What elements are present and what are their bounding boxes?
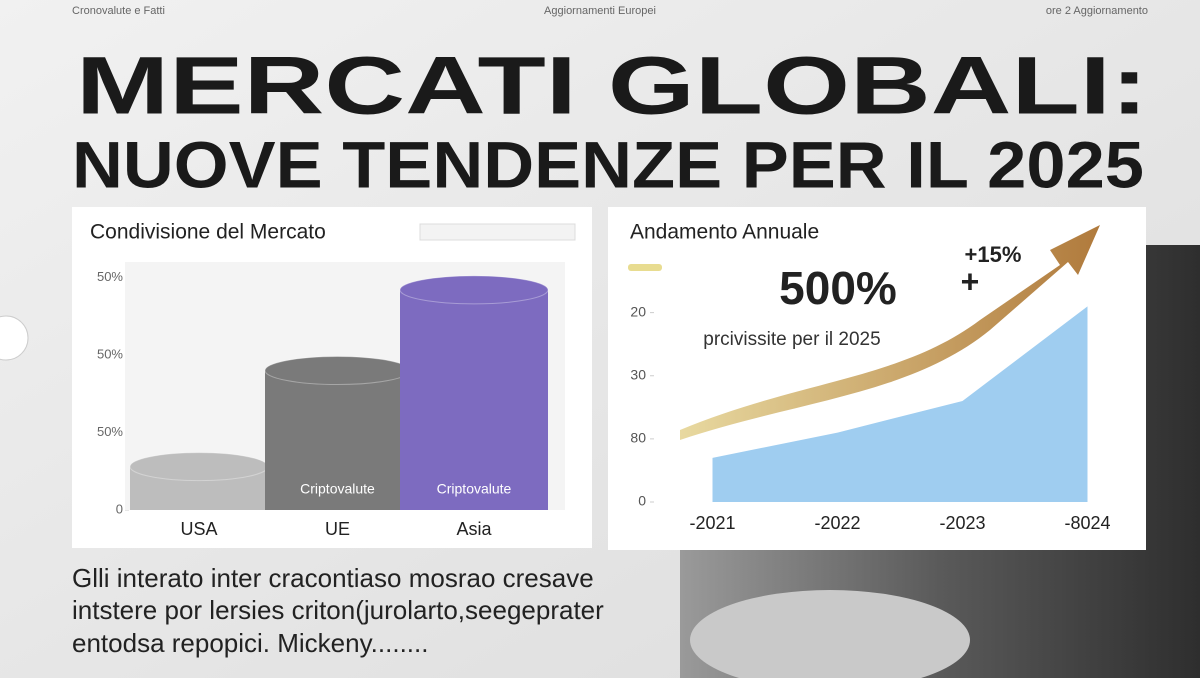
annotation-growth: +15%: [965, 242, 1022, 267]
y-tick-label: 30: [630, 366, 646, 382]
y-tick-label: 0: [116, 501, 123, 516]
bar-label: Criptovalute: [300, 481, 375, 497]
paragraph-line: Glli interato inter cracontiaso mosrao c…: [72, 563, 594, 593]
y-tick-label: 50%: [97, 269, 123, 284]
paragraph-line: entodsa repopici. Mickeny........: [72, 628, 428, 658]
y-tick-label: 20: [630, 303, 646, 319]
x-tick-label: -2021: [689, 513, 735, 533]
y-tick-label: 0: [638, 493, 646, 509]
title-line2: NUOVE TENDENZE PER IL 2025: [72, 127, 1144, 201]
header-center: Aggiornamenti Europei: [544, 5, 656, 17]
x-tick-label: -2023: [939, 513, 985, 533]
chart-title: Condivisione del Mercato: [90, 221, 326, 244]
area: [712, 306, 1088, 502]
x-tick-label: USA: [180, 519, 217, 539]
chart-title: Andamento Annuale: [630, 221, 819, 244]
x-tick-label: Asia: [456, 519, 492, 539]
bar: [265, 370, 410, 510]
trend-arrow: [680, 225, 1100, 440]
x-tick-label: -8024: [1064, 513, 1110, 533]
annotation-big: 500%: [779, 262, 897, 314]
bar-cap: [399, 275, 549, 305]
charts: 0 50% 50% 50% USA UE Criptovalute Asia Criptoval…: [97, 225, 1111, 539]
x-tick-label: -2022: [814, 513, 860, 533]
bar-cap: [264, 356, 411, 385]
annotation-plus: +: [961, 263, 980, 299]
header-left: Cronovalute e Fatti: [72, 5, 165, 17]
annotation-sub: prcivissite per il 2025: [703, 329, 880, 350]
bar: [400, 289, 548, 510]
legend-box: [419, 223, 576, 241]
x-tick-label: UE: [325, 519, 350, 539]
nav-button[interactable]: [0, 315, 29, 361]
paragraph-line: intstere por lersies criton(jurolarto,se…: [72, 595, 604, 625]
y-tick-label: 80: [630, 430, 646, 446]
bar-cap: [129, 452, 269, 482]
y-tick-label: 50%: [97, 346, 123, 361]
bar-label: Criptovalute: [437, 481, 512, 497]
photo-detail: [690, 590, 970, 683]
legend-swatch: [628, 264, 662, 271]
header-right: ore 2 Aggiornamento: [1046, 5, 1148, 17]
title-line1: MERCATI GLOBALI:: [76, 41, 1148, 132]
y-tick-label: 50%: [97, 424, 123, 439]
